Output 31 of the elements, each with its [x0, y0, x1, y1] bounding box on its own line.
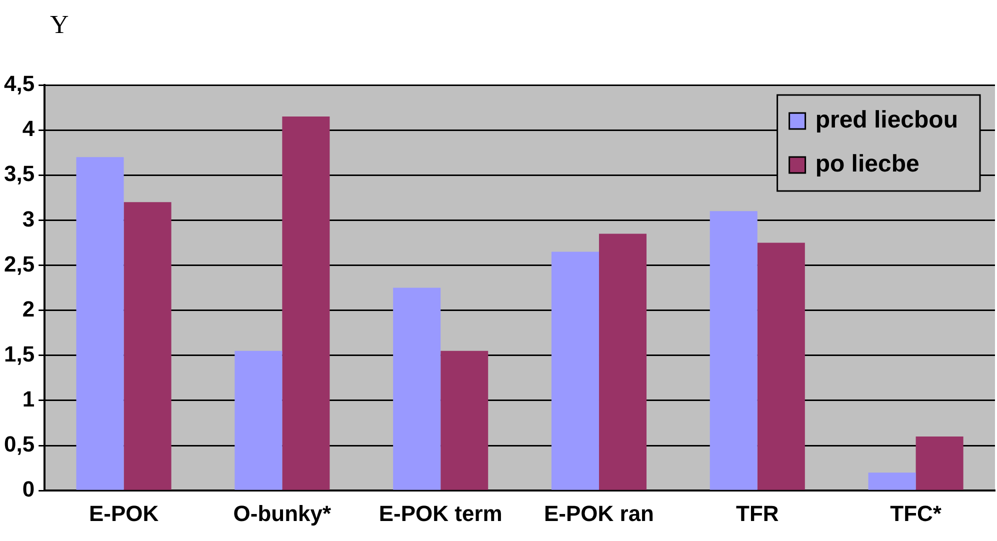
y-tick-label: 2,5	[4, 251, 35, 276]
y-tick-label: 0,5	[4, 432, 35, 457]
x-tick-label: O-bunky*	[233, 500, 332, 526]
bar	[393, 288, 441, 490]
y-tick-label: 1,5	[4, 341, 35, 366]
legend-label: pred liecbou	[815, 106, 958, 134]
x-tick-label: E-POK ran	[544, 500, 654, 526]
y-tick-label: 4	[22, 116, 36, 142]
x-tick-label: TFC*	[890, 500, 942, 526]
bar	[124, 202, 172, 490]
legend-label: po liecbe	[815, 150, 920, 178]
y-axis-title: Y	[50, 10, 69, 40]
bar	[598, 234, 647, 490]
x-tick-label: E-POK	[88, 500, 159, 526]
y-tick-label: 1	[22, 386, 35, 412]
x-tick-label: TFR	[736, 500, 779, 526]
bar	[282, 116, 330, 490]
y-tick-label: 3,5	[4, 161, 35, 186]
bar	[76, 157, 124, 490]
bar	[710, 211, 758, 490]
bar	[234, 350, 282, 490]
y-tick-label: 4,5	[4, 71, 35, 96]
bar	[868, 472, 916, 490]
y-tick-label: 2	[22, 296, 35, 322]
y-tick-label: 3	[22, 206, 35, 232]
x-tick-label: E-POK term	[378, 500, 502, 526]
bar	[440, 350, 488, 490]
y-tick-label: 0	[22, 476, 35, 502]
bar	[551, 252, 599, 490]
bar	[757, 242, 805, 490]
bar	[916, 436, 964, 490]
